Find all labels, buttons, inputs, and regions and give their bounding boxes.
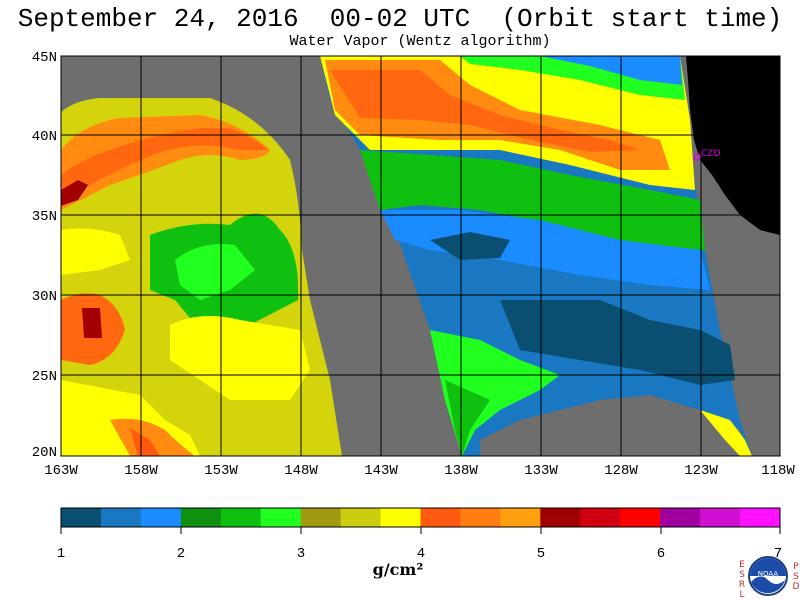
lat-label: 45N [32,50,57,66]
lon-label: 153W [204,463,238,479]
colorbar-swatch [540,508,581,527]
colorbar-swatch [460,508,501,527]
gridlines [61,56,780,456]
land-mass [686,56,780,235]
colorbar-swatch [61,508,102,527]
colorbar-swatch [580,508,621,527]
lon-label: 163W [44,463,78,479]
lon-label: 123W [684,463,718,479]
lon-label: 128W [604,463,638,479]
lat-label: 40N [32,129,57,145]
colorbar-swatch [700,508,741,527]
colorbar-unit: g/cm² [372,560,424,579]
station-marker [693,153,701,161]
lon-label: 133W [524,463,558,479]
latitude-labels: 45N 40N 35N 30N 25N 20N [32,50,57,461]
colorbar-swatch [500,508,541,527]
lon-label: 138W [444,463,478,479]
colorbar-label: 6 [657,546,665,562]
center-swath [320,56,752,456]
lon-label: 118W [761,463,795,479]
colorbar-swatch [660,508,701,527]
station-label: CZD [701,149,720,159]
colorbar-swatch [100,508,142,527]
colorbar-swatch [420,508,461,527]
colorbar-swatch [740,508,781,527]
colorbar-swatch [300,508,342,527]
colorbar-label: 3 [297,546,305,562]
colorbar-swatch [340,508,382,527]
colorbar-label: 1 [57,546,65,562]
colorbar-label: 4 [417,546,425,562]
colorbar-swatch [260,508,302,527]
colorbar [61,508,781,527]
lon-label: 158W [124,463,158,479]
colorbar-label: 7 [774,546,782,562]
noaa-logo: NOAA [748,556,788,596]
lat-label: 35N [32,209,57,225]
colorbar-swatch [620,508,661,527]
lon-label: 143W [364,463,398,479]
colorbar-labels: 1 2 3 4 5 6 7 [57,527,782,562]
longitude-labels: 163W 158W 153W 148W 143W 138W 133W 128W … [44,463,795,479]
left-swath [61,98,342,456]
colorbar-swatch [180,508,222,527]
map-panel: CZD [61,56,780,456]
lat-label: 25N [32,369,57,385]
colorbar-label: 5 [537,546,545,562]
colorbar-swatch [140,508,182,527]
map-subtitle: Water Vapor (Wentz algorithm) [289,33,551,50]
colorbar-swatch [220,508,262,527]
colorbar-label: 2 [177,546,185,562]
noaa-logo-text: NOAA [758,570,779,578]
lat-label: 20N [32,445,57,461]
lon-label: 148W [284,463,318,479]
map-title: September 24, 2016 00-02 UTC (Orbit star… [17,4,783,34]
colorbar-swatch [380,508,421,527]
map-border [60,55,781,457]
lat-label: 30N [32,289,57,305]
